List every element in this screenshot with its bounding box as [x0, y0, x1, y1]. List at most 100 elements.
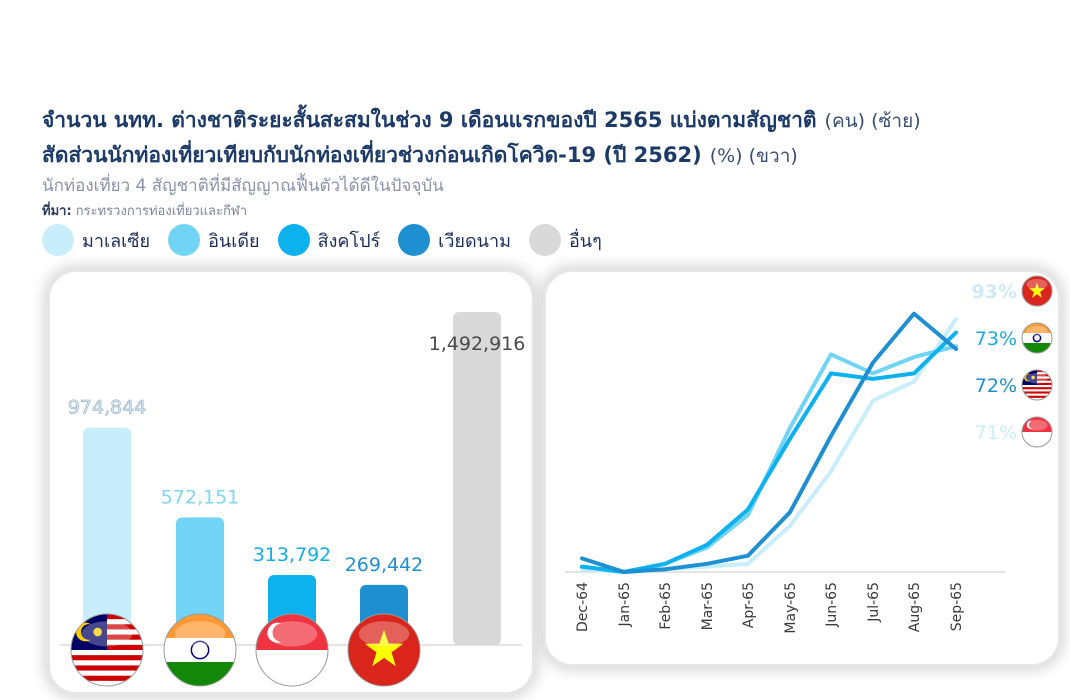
flag-rim — [1021, 416, 1053, 448]
flag-gloss — [358, 621, 410, 647]
singapore-flag-icon — [1021, 416, 1053, 448]
flag-stripe — [71, 675, 143, 682]
legend-swatch — [277, 224, 310, 256]
legend-item-india: อินเดีย — [168, 224, 260, 256]
bar-5 — [453, 312, 501, 645]
legend-swatch — [398, 224, 431, 256]
flag-stripe — [71, 665, 143, 672]
flag-rim — [1021, 322, 1053, 354]
line-series-4 — [580, 311, 958, 574]
x-tick-label: Feb-65 — [658, 582, 674, 630]
flag-stripe — [1022, 397, 1052, 400]
bar-value-label: 572,151 — [161, 486, 240, 508]
flag-star — [1031, 375, 1035, 380]
flag-body — [1022, 323, 1052, 353]
flag-body — [348, 614, 420, 686]
line-series-3 — [580, 330, 958, 574]
vietnam-flag-icon — [1021, 275, 1053, 307]
x-tick-label: Apr-65 — [741, 582, 757, 628]
line-end-label: 73% — [975, 328, 1017, 350]
vietnam-flag-icon — [347, 613, 421, 687]
legend-item-vietnam: เวียดนาม — [398, 224, 511, 256]
line-end-label: 71% — [975, 422, 1017, 444]
flag-gloss — [1026, 279, 1048, 290]
flag-body — [1022, 370, 1052, 400]
flag-stripe — [1022, 393, 1052, 397]
line-series-2 — [580, 344, 958, 574]
flag-rim — [70, 613, 144, 687]
flag-rim — [255, 613, 329, 687]
bar-1 — [83, 427, 131, 645]
line-end-label: 93% — [972, 281, 1017, 303]
chart-title-line2: สัดส่วนนักท่องเที่ยวเทียบกับนักท่องเที่ย… — [42, 139, 798, 172]
malaysia-flag-icon — [1021, 369, 1053, 401]
india-flag-icon — [163, 613, 237, 687]
flag-crescent-cut — [81, 624, 97, 640]
chart-title-line1: จำนวน นทท. ต่างชาติระยะสั้นสะสมในช่วง 9 … — [42, 104, 921, 137]
title-line2-text: สัดส่วนนักท่องเที่ยวเทียบกับนักท่องเที่ย… — [42, 143, 702, 167]
flag-stripe — [71, 660, 143, 666]
india-flag-icon — [1021, 322, 1053, 354]
source-text: กระทรวงการท่องเที่ยวและกีฬา — [75, 204, 248, 219]
flag-band-green — [1022, 343, 1052, 353]
flag-gloss — [81, 621, 133, 647]
bar-2 — [176, 517, 224, 645]
source-note: ที่มา: กระทรวงการท่องเที่ยวและกีฬา — [42, 200, 247, 221]
flag-stripe — [1022, 385, 1052, 388]
flag-stripe — [71, 655, 143, 661]
flag-stripe — [1022, 389, 1052, 392]
title-line2-unit: (%) (ขวา) — [709, 145, 798, 167]
malaysia-flag-icon — [70, 613, 144, 687]
flag-band-white — [1022, 432, 1052, 447]
x-tick-label: Mar-65 — [700, 582, 716, 630]
line-end-label: 72% — [975, 375, 1017, 397]
legend-item-malaysia: มาเลเซีย — [42, 224, 150, 256]
legend-item-others: อื่นๆ — [528, 224, 602, 256]
x-tick-label: Jul-65 — [866, 582, 882, 623]
bar-value-label: 313,792 — [253, 544, 332, 566]
x-tick-label: Jan-65 — [617, 582, 633, 627]
legend-item-singapore: สิงคโปร์ — [277, 224, 381, 256]
flag-stripe — [1022, 391, 1052, 395]
flag-body — [71, 614, 143, 686]
flag-star — [93, 627, 102, 637]
flag-gloss — [1026, 420, 1048, 431]
x-tick-label: Sep-65 — [949, 582, 965, 631]
flag-stripe — [71, 650, 143, 656]
legend-label: มาเลเซีย — [82, 230, 151, 252]
x-tick-label: Dec-64 — [575, 582, 591, 632]
flag-chakra — [1032, 333, 1042, 343]
legend-swatch — [42, 224, 74, 256]
bar-value-label: 974,844 — [68, 397, 147, 419]
x-tick-label: Aug-65 — [907, 582, 923, 632]
flag-gloss — [1026, 373, 1048, 384]
flag-crescent-cut — [1026, 374, 1033, 381]
flag-band-saffron — [1022, 323, 1052, 334]
flag-gloss — [1026, 326, 1048, 337]
x-tick-label: Jun-65 — [824, 582, 840, 628]
legend-swatch — [168, 224, 201, 256]
title-line1-unit: (คน) (ซ้าย) — [824, 110, 921, 132]
flag-chakra — [190, 640, 210, 660]
flag-band-green — [164, 662, 236, 686]
line-chart-panel — [546, 272, 1058, 664]
flag-rim — [1021, 275, 1053, 307]
flag-crescent-cut — [272, 623, 292, 643]
flag-gloss — [266, 621, 318, 647]
flag-star — [364, 629, 404, 667]
flag-rim — [347, 613, 421, 687]
flag-band-white — [256, 650, 328, 686]
flag-body — [1022, 276, 1052, 306]
legend-label: เวียดนาม — [438, 230, 511, 252]
flag-gloss — [174, 621, 226, 647]
flag-crescent-cut — [1028, 420, 1037, 429]
x-tick-label: May-65 — [783, 582, 799, 634]
flag-stripe — [71, 680, 143, 686]
legend-label: สิงคโปร์ — [317, 230, 381, 252]
flag-star — [1029, 282, 1045, 298]
bar-value-label: 1,492,916 — [429, 333, 526, 355]
flag-body — [1022, 417, 1052, 447]
legend-label: อื่นๆ — [568, 230, 602, 252]
bar-value-label: 269,442 — [345, 554, 424, 576]
